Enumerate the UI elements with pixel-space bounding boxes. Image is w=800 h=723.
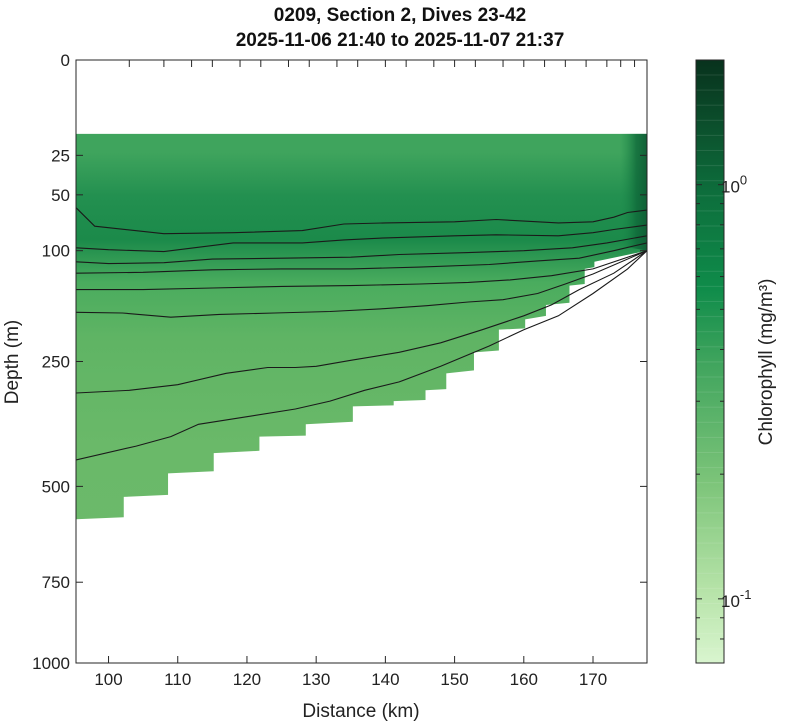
colorbar-ticks: 100 10-1	[696, 59, 751, 640]
x-tick-label: 100	[94, 670, 122, 689]
y-tick-label: 100	[42, 242, 70, 261]
y-tick-label: 750	[42, 573, 70, 592]
y-axis: 0 25 50 100 250 500 750 1000	[32, 51, 647, 673]
contour-line-3	[76, 235, 647, 265]
contour-line-4	[76, 242, 647, 274]
contour-line-6	[76, 250, 647, 318]
y-tick-label: 1000	[32, 654, 70, 673]
chart-subtitle: 2025-11-06 21:40 to 2025-11-07 21:37	[235, 30, 565, 51]
chart-title: 0209, Section 2, Dives 23-42	[273, 5, 527, 26]
chlorophyll-field	[76, 133, 647, 520]
x-tick-label: 130	[302, 670, 330, 689]
y-tick-label: 250	[42, 353, 70, 372]
colorbar-tick-label: 10-1	[721, 587, 751, 611]
chlorophyll-contours	[76, 207, 647, 461]
y-tick-label: 0	[61, 51, 70, 70]
x-axis: 100 110 120 130 140 150 160 170	[94, 60, 636, 689]
y-tick-label: 50	[51, 186, 70, 205]
chlorophyll-edge-maximum	[620, 133, 647, 251]
contour-line-5	[76, 250, 647, 291]
x-tick-label: 120	[233, 670, 261, 689]
x-tick-label: 170	[579, 670, 607, 689]
colorbar-frame	[695, 59, 725, 664]
contour-line-2	[76, 224, 647, 253]
contour-line-7	[76, 250, 647, 394]
contour-line-1	[76, 207, 647, 235]
colorbar-tick-label: 100	[721, 173, 747, 197]
y-axis-label: Depth (m)	[2, 320, 23, 404]
colorbar: 100 10-1 Chlorophyll (mg/m³)	[695, 59, 777, 664]
y-tick-label: 25	[51, 146, 70, 165]
colorbar-label: Chlorophyll (mg/m³)	[756, 279, 777, 446]
x-tick-label: 160	[510, 670, 538, 689]
colorbar-bands	[696, 60, 724, 663]
x-tick-label: 150	[440, 670, 468, 689]
plot-area	[76, 133, 647, 520]
x-tick-label: 110	[164, 670, 191, 689]
y-tick-label: 500	[42, 477, 70, 496]
contour-line-8	[76, 250, 647, 461]
x-axis-label: Distance (km)	[302, 701, 419, 722]
x-tick-label: 140	[371, 670, 399, 689]
